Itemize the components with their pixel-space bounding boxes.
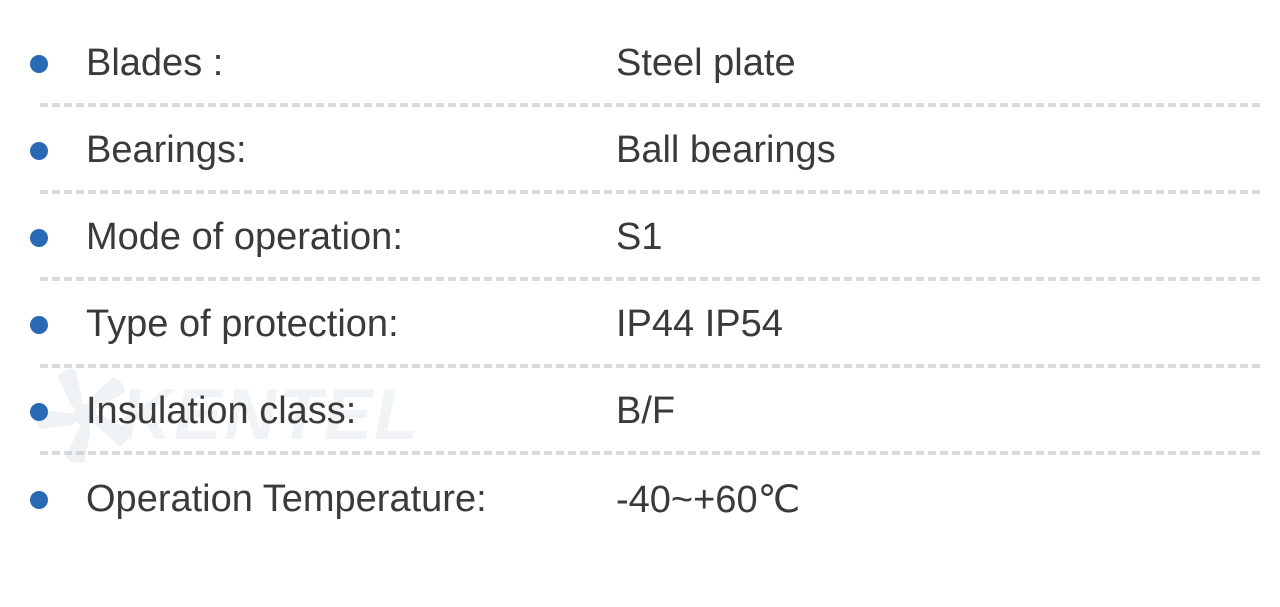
bullet-icon [30,142,48,160]
spec-label: Bearings: [86,129,616,172]
spec-row: Operation Temperature: -40~+60℃ [30,455,1260,544]
spec-value: -40~+60℃ [616,477,800,522]
spec-label: Type of protection: [86,303,616,346]
bullet-icon [30,403,48,421]
bullet-icon [30,55,48,73]
spec-row: Insulation class: B/F [30,368,1260,455]
spec-row: Type of protection: IP44 IP54 [30,281,1260,368]
spec-label: Operation Temperature: [86,478,616,521]
spec-label: Insulation class: [86,390,616,433]
spec-list: Blades : Steel plate Bearings: Ball bear… [0,0,1280,564]
spec-value: IP44 IP54 [616,303,783,346]
spec-value: B/F [616,390,675,433]
bullet-icon [30,229,48,247]
spec-label: Mode of operation: [86,216,616,259]
spec-row: Blades : Steel plate [30,20,1260,107]
spec-row: Mode of operation: S1 [30,194,1260,281]
bullet-icon [30,316,48,334]
spec-value: S1 [616,216,662,259]
bullet-icon [30,491,48,509]
spec-label: Blades : [86,42,616,85]
spec-value: Steel plate [616,42,796,85]
spec-value: Ball bearings [616,129,836,172]
spec-row: Bearings: Ball bearings [30,107,1260,194]
